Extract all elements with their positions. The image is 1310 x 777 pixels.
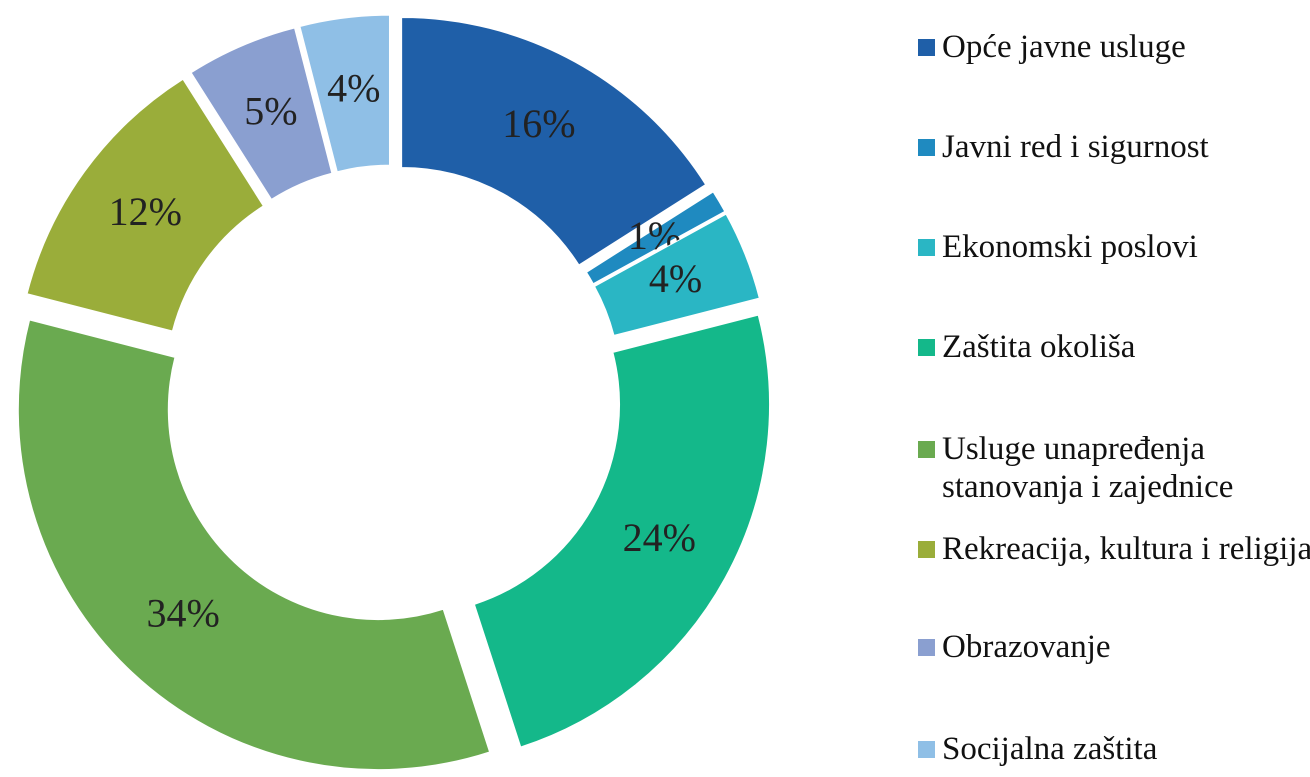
slice [17, 319, 491, 771]
legend-item: Ekonomski poslovi [918, 228, 1310, 266]
slice [26, 78, 264, 332]
legend-label: Rekreacija, kultura i religija [942, 531, 1310, 567]
slice [585, 191, 726, 285]
slice [190, 27, 333, 201]
legend-swatch [918, 339, 935, 356]
legend-item: Rekreacija, kultura i religija [918, 530, 1310, 568]
slice-label: 34% [147, 591, 220, 636]
slice [593, 213, 760, 337]
legend-swatch [918, 139, 935, 156]
legend-item: Zaštita okoliša [918, 328, 1310, 366]
legend-swatch [918, 639, 935, 656]
slice-label: 16% [502, 101, 575, 146]
legend-item: Javni red i sigurnost [918, 128, 1310, 166]
legend-label: Socijalna zaštita [942, 731, 1158, 767]
legend-swatch [918, 239, 935, 256]
slice-label: 24% [623, 515, 696, 560]
slice [401, 16, 707, 266]
slice-label: 4% [649, 256, 702, 301]
slice-label: 12% [109, 189, 182, 234]
legend-label: Zaštita okoliša [942, 329, 1136, 365]
legend-item: Usluge unapređenja stanovanja i zajednic… [918, 430, 1310, 506]
legend-label: Obrazovanje [942, 629, 1111, 665]
slice [299, 14, 390, 173]
slice [473, 314, 771, 748]
legend-swatch [918, 441, 935, 458]
legend-label: Opće javne usluge [942, 29, 1186, 65]
slice-label: 4% [327, 66, 380, 111]
legend-swatch [918, 741, 935, 758]
legend-label: Ekonomski poslovi [942, 229, 1198, 265]
slice-label: 5% [244, 88, 297, 133]
legend-swatch [918, 39, 935, 56]
chart: 16%1%4%24%34%12%5%4% [17, 14, 771, 771]
legend-item: Opće javne usluge [918, 28, 1310, 66]
legend-item: Obrazovanje [918, 628, 1310, 666]
legend-swatch [918, 541, 935, 558]
legend-label: Javni red i sigurnost [942, 129, 1209, 165]
legend-item: Socijalna zaštita [918, 730, 1310, 768]
legend-label: Usluge unapređenja stanovanja i zajednic… [942, 431, 1234, 505]
